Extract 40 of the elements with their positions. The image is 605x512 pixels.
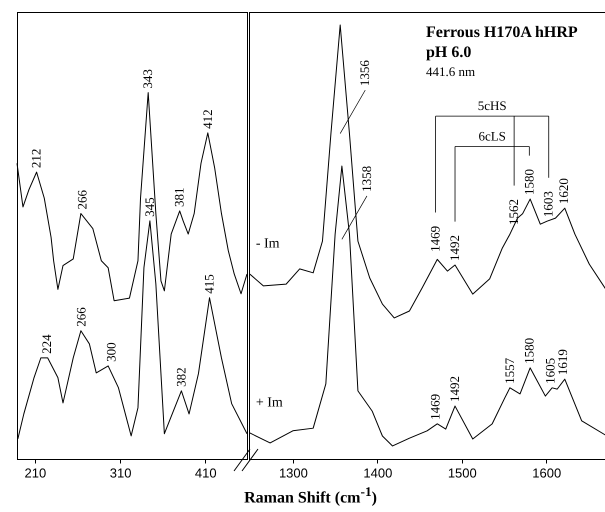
- annotation: 382: [173, 367, 188, 387]
- annotation: 224: [38, 334, 54, 354]
- annotation: 1492: [447, 376, 462, 402]
- annotation: 212: [28, 148, 44, 168]
- x-tick-label: 1500: [448, 466, 477, 480]
- x-tick-label: 1600: [532, 466, 562, 480]
- annotation: 343: [140, 69, 156, 89]
- x-tick-label: 1300: [278, 466, 308, 480]
- annotation: 1580: [521, 338, 536, 364]
- annotation: 1605: [542, 358, 558, 384]
- annotation: 1619: [555, 349, 570, 376]
- annotation: 1492: [447, 235, 462, 262]
- x-axis-title: Raman Shift (cm$^{-1}$): [243, 484, 378, 508]
- x-tick-label: 410: [194, 466, 217, 480]
- annotation: 345: [142, 197, 157, 217]
- annotation: 266: [74, 190, 90, 210]
- chart-title: Ferrous H170A hHRP: [426, 24, 578, 41]
- annotation: 1562: [506, 198, 522, 225]
- annotation: 1603: [540, 191, 556, 218]
- annotation: 6cLS: [478, 128, 506, 144]
- annotation: 1358: [358, 166, 374, 192]
- annotation: 381: [172, 187, 187, 207]
- annotation: 1557: [502, 357, 517, 384]
- series-label: + Im: [256, 396, 283, 411]
- annotation: 1356: [357, 60, 372, 86]
- annotation: 300: [104, 342, 119, 362]
- series-label: - Im: [256, 236, 280, 252]
- annotation: 266: [74, 306, 89, 327]
- annotation: 1620: [556, 178, 571, 204]
- annotation: 1469: [428, 226, 443, 252]
- annotation: 412: [200, 109, 215, 129]
- text: pH 6.0: [426, 44, 472, 61]
- annotation: 1469: [428, 394, 443, 420]
- x-tick-label: 310: [110, 466, 132, 480]
- annotation: 441.6 nm: [426, 64, 476, 79]
- annotation: 1580: [521, 169, 536, 196]
- annotation: 415: [202, 274, 217, 294]
- x-tick-label: 210: [24, 466, 46, 480]
- x-tick-label: 1400: [363, 466, 392, 480]
- annotation: 5cHS: [478, 98, 507, 114]
